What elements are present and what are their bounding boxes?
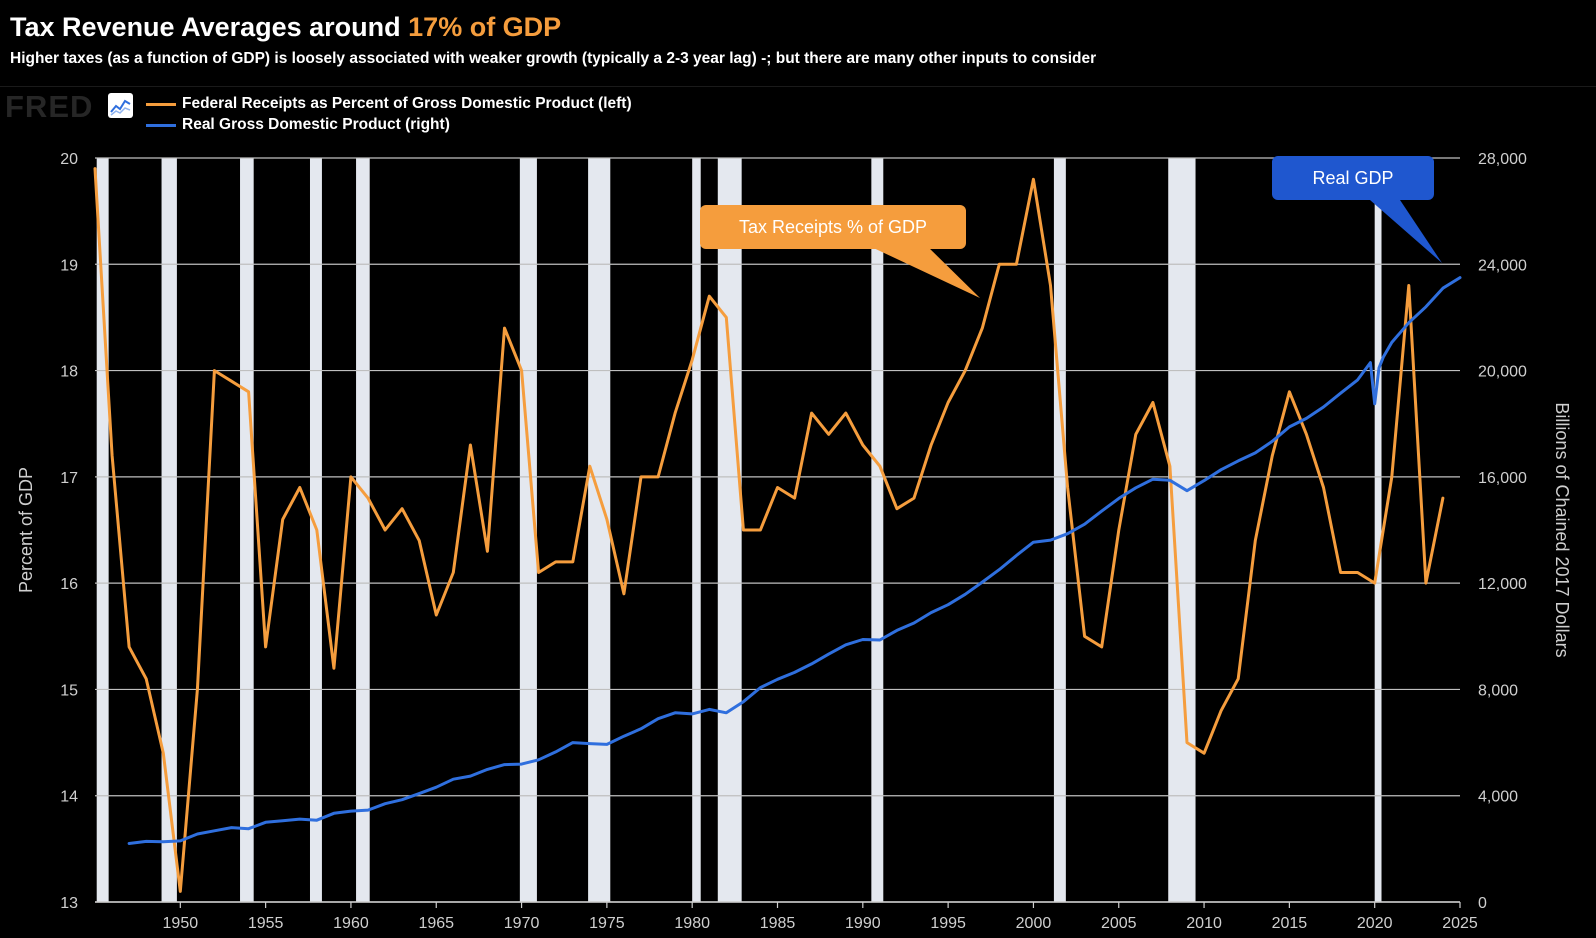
right-tick-label: 12,000 [1478,576,1527,593]
gdp-callout-pointer [1370,200,1442,263]
gdp-callout: Real GDP [1272,156,1434,200]
x-tick-label: 1955 [248,915,284,932]
tax-callout-pointer [865,244,980,298]
x-tick-label: 2020 [1357,915,1393,932]
recession-band [871,158,884,902]
legend-label-gdp: Real Gross Domestic Product (right) [182,116,450,133]
x-tick-label: 2025 [1442,915,1478,932]
left-tick-label: 13 [60,895,78,912]
left-tick-label: 16 [60,576,78,593]
x-tick-label: 2015 [1272,915,1308,932]
right-tick-label: 24,000 [1478,257,1527,274]
right-tick-label: 0 [1478,895,1487,912]
fred-chart-icon [108,93,133,118]
legend-item-gdp: Real Gross Domestic Product (right) [146,115,450,135]
x-tick-label: 1985 [760,915,796,932]
right-tick-label: 28,000 [1478,151,1527,168]
x-tick-label: 1975 [589,915,625,932]
x-tick-label: 1965 [418,915,454,932]
left-tick-label: 18 [60,364,78,381]
left-axis-title: Percent of GDP [16,467,36,593]
x-tick-label: 2005 [1101,915,1137,932]
chart-title: Tax Revenue Averages around 17% of GDP [10,12,561,43]
legend-swatch-tax [146,102,176,106]
x-tick-label: 1970 [504,915,540,932]
left-tick-label: 15 [60,682,78,699]
recession-band [588,158,611,902]
fred-logo: FRED [5,89,94,124]
left-tick-label: 17 [60,470,78,487]
x-tick-label: 1990 [845,915,881,932]
x-tick-label: 2000 [1016,915,1052,932]
x-tick-label: 1960 [333,915,369,932]
recession-band [161,158,177,902]
recession-band [717,158,742,902]
title-main: Tax Revenue Averages around [10,12,409,42]
x-tick-label: 1950 [163,915,199,932]
right-tick-label: 20,000 [1478,364,1527,381]
x-tick-label: 1980 [674,915,710,932]
recession-band [1053,158,1066,902]
right-tick-label: 4,000 [1478,789,1518,806]
recession-band [692,158,701,902]
tax-callout: Tax Receipts % of GDP [700,205,966,249]
x-tick-label: 2010 [1186,915,1222,932]
recession-band [356,158,370,902]
left-tick-label: 20 [60,151,78,168]
tax-series-line [93,167,1445,893]
recession-band [240,158,254,902]
recession-band [1374,158,1382,902]
x-tick-label: 1995 [930,915,966,932]
recession-band [519,158,537,902]
chart-subtitle: Higher taxes (as a function of GDP) is l… [10,50,1097,67]
left-tick-label: 19 [60,257,78,274]
right-axis-title: Billions of Chained 2017 Dollars [1552,402,1572,657]
gdp-series-line [127,276,1462,845]
legend-item-tax: Federal Receipts as Percent of Gross Dom… [146,94,632,114]
title-highlight: 17% of GDP [408,12,562,42]
right-tick-label: 8,000 [1478,682,1518,699]
left-tick-label: 14 [60,789,78,806]
legend-swatch-gdp [146,123,176,127]
recession-band [96,158,109,902]
legend-label-tax: Federal Receipts as Percent of Gross Dom… [182,95,632,112]
header-divider [0,86,1596,87]
right-tick-label: 16,000 [1478,470,1527,487]
